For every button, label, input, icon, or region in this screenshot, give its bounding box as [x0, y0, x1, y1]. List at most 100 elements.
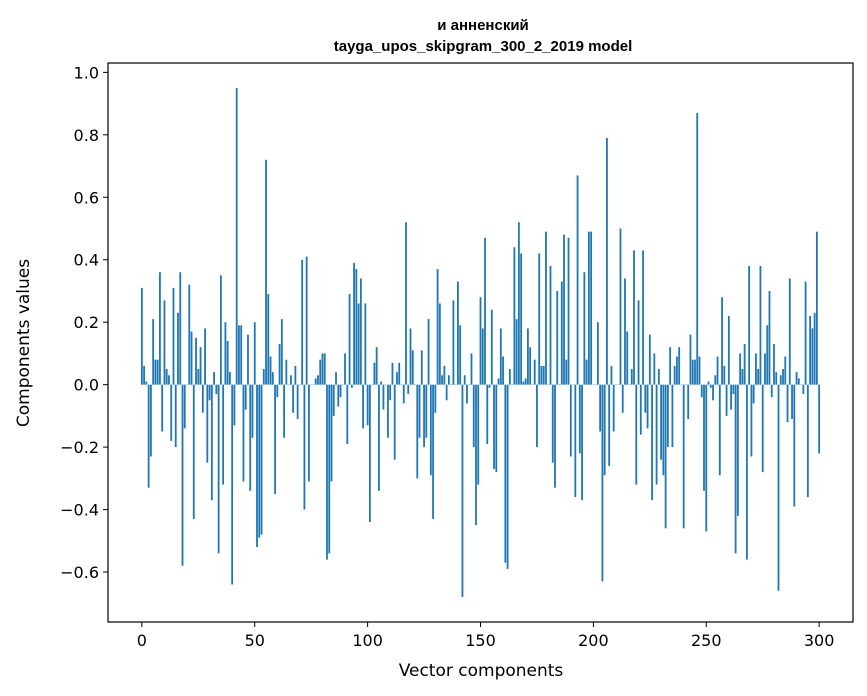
bar-231 — [662, 384, 665, 476]
bar-1 — [143, 365, 146, 385]
bar-0 — [140, 287, 143, 385]
bar-166 — [515, 319, 518, 385]
y-tick-label: 1.0 — [74, 63, 99, 82]
bar-57 — [269, 356, 272, 385]
bar-8 — [159, 272, 161, 385]
bar-69 — [296, 384, 299, 420]
bar-257 — [721, 297, 723, 385]
bar-66 — [289, 375, 292, 385]
bar-300 — [818, 384, 821, 454]
bar-256 — [718, 384, 721, 476]
y-axis-label: Components values — [14, 259, 34, 427]
bar-34 — [217, 384, 220, 554]
bar-81 — [323, 353, 326, 385]
bar-63 — [283, 384, 285, 438]
bar-142 — [461, 384, 464, 598]
bar-33 — [215, 384, 218, 395]
bar-152 — [484, 237, 486, 385]
bar-61 — [278, 344, 281, 385]
bar-125 — [423, 384, 425, 448]
bar-110 — [389, 384, 392, 401]
bar-274 — [759, 265, 762, 385]
bar-195 — [581, 384, 583, 501]
bar-117 — [405, 222, 407, 385]
bar-282 — [777, 384, 780, 591]
bar-114 — [398, 362, 401, 385]
bar-36 — [222, 384, 225, 485]
bar-299 — [815, 231, 818, 385]
bar-213 — [621, 384, 624, 413]
bar-267 — [743, 344, 746, 385]
bar-156 — [493, 384, 495, 469]
bar-104 — [375, 347, 378, 385]
bar-10 — [163, 300, 166, 385]
bar-219 — [635, 384, 638, 485]
y-tick-label: 0.0 — [74, 376, 99, 395]
bar-222 — [642, 250, 644, 385]
bar-45 — [242, 384, 245, 482]
bar-32 — [213, 372, 216, 385]
bar-208 — [610, 365, 613, 385]
bar-265 — [739, 353, 742, 385]
bar-198 — [587, 231, 590, 385]
bar-29 — [206, 384, 209, 463]
bar-252 — [709, 384, 712, 388]
bar-220 — [637, 300, 640, 385]
bar-62 — [280, 319, 283, 385]
bar-181 — [549, 265, 552, 385]
x-tick-label: 0 — [137, 631, 147, 650]
bar-6 — [154, 359, 157, 385]
bar-223 — [644, 384, 647, 413]
bar-118 — [407, 384, 410, 395]
bar-250 — [705, 384, 708, 532]
bar-135 — [445, 384, 448, 401]
x-tick-label: 300 — [804, 631, 835, 650]
x-axis-ticks: 0 50 100 150 200 250 300 — [137, 622, 835, 650]
bar-143 — [463, 375, 466, 385]
bar-41 — [233, 384, 236, 426]
bar-258 — [723, 365, 726, 385]
bar-204 — [601, 384, 604, 582]
x-tick-label: 50 — [245, 631, 265, 650]
bar-225 — [648, 334, 651, 385]
bar-131 — [436, 269, 439, 385]
y-tick-label: −0.4 — [60, 501, 99, 520]
bar-179 — [545, 231, 547, 385]
bar-174 — [533, 359, 536, 385]
bar-230 — [660, 384, 663, 460]
bar-88 — [339, 384, 342, 398]
bar-232 — [664, 384, 667, 529]
bar-94 — [353, 262, 355, 385]
bar-49 — [251, 384, 254, 438]
bar-153 — [486, 384, 489, 444]
bar-246 — [696, 112, 699, 385]
bar-288 — [791, 384, 793, 420]
bar-31 — [210, 384, 213, 501]
bar-30 — [208, 384, 211, 401]
bar-175 — [536, 384, 538, 448]
bar-283 — [779, 375, 782, 385]
bar-149 — [477, 384, 480, 485]
bar-207 — [608, 384, 611, 466]
bar-79 — [319, 359, 322, 385]
bar-122 — [416, 384, 419, 479]
bar-146 — [470, 353, 473, 385]
bar-167 — [517, 222, 520, 385]
bar-206 — [606, 137, 608, 385]
bar-64 — [285, 359, 288, 385]
bar-26 — [199, 347, 202, 385]
bar-238 — [678, 347, 681, 385]
bar-264 — [736, 384, 739, 516]
bar-112 — [393, 384, 396, 460]
bar-236 — [673, 365, 676, 385]
bar-24 — [195, 337, 197, 385]
bar-67 — [292, 384, 295, 413]
plot-frame — [107, 62, 854, 623]
bar-273 — [757, 369, 760, 385]
bar-92 — [348, 294, 351, 385]
bar-95 — [355, 269, 358, 385]
bar-60 — [276, 384, 279, 398]
bar-289 — [793, 384, 796, 507]
bar-91 — [346, 384, 349, 444]
bar-53 — [260, 384, 263, 535]
